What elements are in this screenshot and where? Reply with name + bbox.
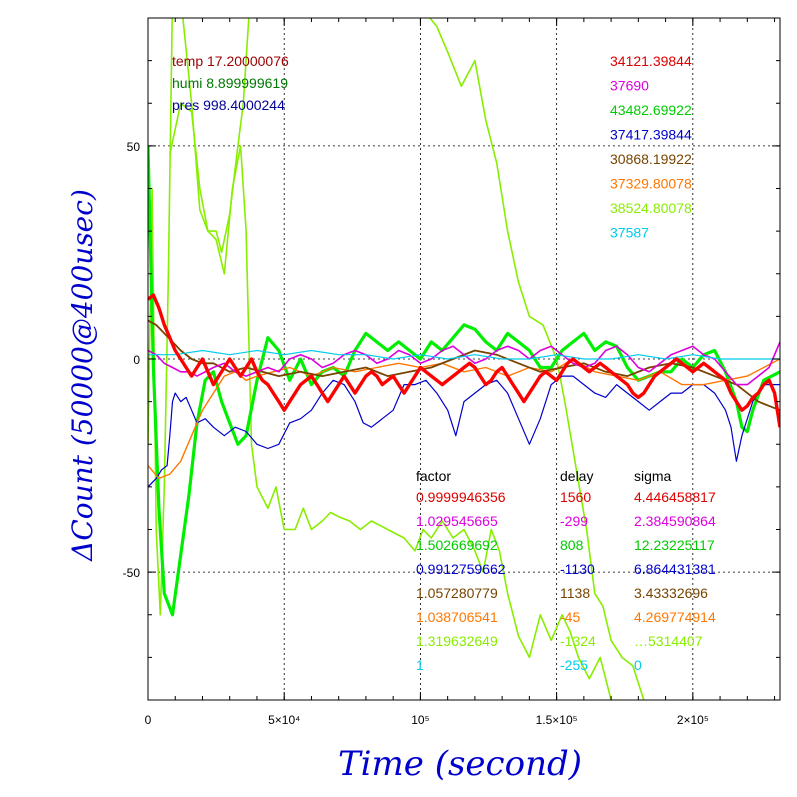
table-sigma: 12.23225117 bbox=[634, 537, 715, 553]
x-axis-title: Time (second) bbox=[338, 744, 582, 784]
table-header-factor: factor bbox=[416, 468, 451, 484]
text-annotations: temp 17.20000076 humi 8.899999619 pres 998… bbox=[172, 53, 716, 673]
table-factor: 1 bbox=[416, 657, 424, 673]
table-factor: 1.038706541 bbox=[416, 609, 498, 625]
mean-value: 43482.69922 bbox=[610, 102, 692, 118]
mean-value: 34121.39844 bbox=[610, 53, 692, 69]
table-delay: 1560 bbox=[560, 489, 591, 505]
mean-value: 37329.80078 bbox=[610, 176, 692, 192]
series-line-7 bbox=[148, 349, 780, 360]
mean-value: 37417.39844 bbox=[610, 127, 692, 143]
mean-value: 37690 bbox=[610, 78, 649, 94]
table-factor: 0.9912759662 bbox=[416, 561, 506, 577]
table-header-sigma: sigma bbox=[634, 468, 672, 484]
mean-value: 38524.80078 bbox=[610, 200, 692, 216]
axis-ticks: 0 5×10⁴ 10⁵ 1.5×10⁵ 2×10⁵ 50 0 -50 bbox=[123, 17, 780, 727]
y-tick-label: 0 bbox=[133, 353, 140, 367]
table-factor: 1.057280779 bbox=[416, 585, 498, 601]
x-tick-label: 5×10⁴ bbox=[268, 713, 300, 727]
series-line-1 bbox=[169, 18, 645, 700]
table-sigma: 3.43332696 bbox=[634, 585, 708, 601]
table-factor: 1.029545665 bbox=[416, 513, 498, 529]
table-delay: 808 bbox=[560, 537, 584, 553]
env-reading: temp 17.20000076 bbox=[172, 53, 289, 69]
x-tick-label: 2×10⁵ bbox=[677, 713, 709, 727]
table-delay: -299 bbox=[560, 513, 588, 529]
y-tick-label: -50 bbox=[123, 566, 141, 580]
table-sigma: 4.269774914 bbox=[634, 609, 716, 625]
y-axis-title: ΔCount (50000@400usec) bbox=[66, 189, 99, 562]
env-reading: pres 998.4000244 bbox=[172, 97, 285, 113]
table-delay: -45 bbox=[560, 609, 580, 625]
mean-value: 30868.19922 bbox=[610, 151, 692, 167]
table-factor: 1.502669692 bbox=[416, 537, 498, 553]
y-tick-label: 50 bbox=[127, 140, 141, 154]
env-reading: humi 8.899999619 bbox=[172, 75, 288, 91]
table-header-delay: delay bbox=[560, 468, 593, 484]
table-delay: -255 bbox=[560, 657, 588, 673]
table-factor: 1.319632649 bbox=[416, 633, 498, 649]
series-line-0 bbox=[148, 18, 612, 700]
x-tick-label: 10⁵ bbox=[411, 713, 429, 727]
table-sigma: 4.446458817 bbox=[634, 489, 716, 505]
table-delay: 1138 bbox=[560, 585, 590, 601]
series-line-3 bbox=[148, 375, 780, 488]
table-sigma: …5314407 bbox=[634, 633, 703, 649]
series-line-4 bbox=[148, 358, 780, 480]
series-line-2 bbox=[148, 145, 780, 617]
mean-value: 37587 bbox=[610, 225, 649, 241]
x-tick-label: 1.5×10⁵ bbox=[536, 713, 578, 727]
table-delay: -1130 bbox=[560, 561, 595, 577]
x-tick-label: 0 bbox=[145, 713, 152, 727]
series-group bbox=[148, 18, 780, 700]
table-sigma: 0 bbox=[634, 657, 642, 673]
table-sigma: 2.384590864 bbox=[634, 513, 716, 529]
table-sigma: 6.864431381 bbox=[634, 561, 716, 577]
table-factor: 0.9999946356 bbox=[416, 489, 506, 505]
table-delay: -1324 bbox=[560, 633, 596, 649]
series-line-8 bbox=[148, 293, 780, 428]
series-line-6 bbox=[148, 341, 780, 386]
